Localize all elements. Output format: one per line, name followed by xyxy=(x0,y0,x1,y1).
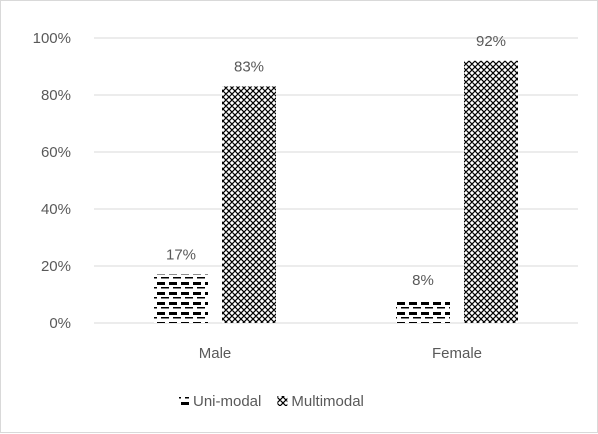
bar-uni-modal-male xyxy=(154,274,208,323)
y-tick-label: 0% xyxy=(49,315,71,332)
x-category-label: Male xyxy=(199,345,232,362)
data-labels: 17% 83% 8% 92% xyxy=(166,33,506,289)
x-category-label: Female xyxy=(432,345,482,362)
data-label: 83% xyxy=(234,58,264,75)
y-tick-label: 100% xyxy=(33,30,71,47)
y-tick-label: 20% xyxy=(41,258,71,275)
legend-label: Uni-modal xyxy=(193,393,261,410)
data-label: 8% xyxy=(412,272,434,289)
x-axis-category-labels: Male Female xyxy=(199,345,482,362)
legend: Uni-modal Multimodal xyxy=(179,393,364,410)
data-label: 17% xyxy=(166,247,196,264)
y-axis-tick-labels: 0% 20% 40% 60% 80% 100% xyxy=(33,30,71,332)
bar-multimodal-male xyxy=(222,86,276,323)
bars xyxy=(154,60,518,324)
bar-multimodal-female xyxy=(464,60,518,324)
legend-label: Multimodal xyxy=(291,393,364,410)
data-label: 92% xyxy=(476,33,506,50)
legend-swatch xyxy=(277,396,288,406)
y-tick-label: 80% xyxy=(41,87,71,104)
y-tick-label: 40% xyxy=(41,201,71,218)
y-tick-label: 60% xyxy=(41,144,71,161)
legend-swatch xyxy=(179,396,189,406)
bar-uni-modal-female xyxy=(396,300,450,323)
